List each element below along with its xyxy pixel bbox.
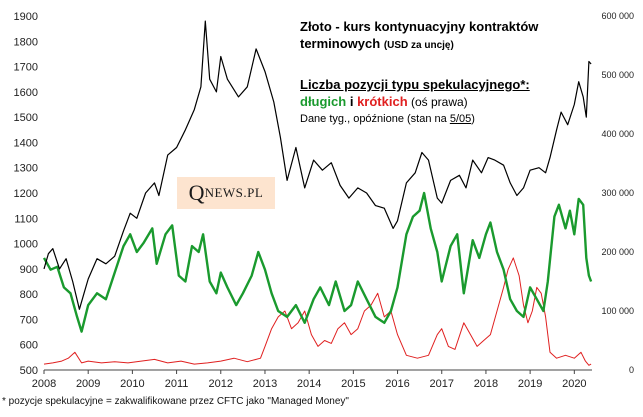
logo-letter: Q [188,180,205,205]
y-right-tick-label: 400 000 [601,129,634,139]
x-tick-label: 2015 [341,378,365,390]
legend-axis-note: (oś prawa) [407,95,468,109]
y-left-tick-label: 1900 [14,11,38,23]
data-note: Dane tyg., opóźnione (stan na 5/05) [300,113,600,125]
y-left-tick-label: 900 [20,264,38,276]
x-tick-label: 2016 [385,378,409,390]
x-tick-label: 2011 [165,378,189,390]
legend-short-label: krótkich [357,94,408,109]
legend-connector: i [346,94,358,109]
data-note-suffix: ) [471,113,475,125]
chart-title-main: Złoto - kurs kontynuacyjny kontraktów te… [300,19,539,51]
x-tick-label: 2017 [429,378,453,390]
x-tick-label: 2009 [76,378,100,390]
x-tick-label: 2019 [518,378,542,390]
y-left-tick-label: 1800 [14,36,38,48]
long-positions-line [42,191,593,333]
price-series-line [43,20,592,310]
short-positions-line [43,257,592,366]
positions-legend: Liczba pozycji typu spekulacyjnego*: dłu… [300,76,600,111]
series-lines [42,20,593,366]
y-left-tick-label: 1600 [14,87,38,99]
right-axis-ticks: 0 100 000 200 000 300 000 400 000 500 000 600 … [601,11,634,375]
positions-title: Liczba pozycji typu spekulacyjnego*: [300,77,530,92]
y-left-tick-label: 1000 [14,239,38,251]
y-left-tick-label: 1400 [14,137,38,149]
x-tick-label: 2012 [209,378,233,390]
y-left-tick-label: 700 [20,314,38,326]
y-right-tick-label: 300 000 [601,188,634,198]
y-right-tick-label: 200 000 [601,247,634,257]
y-left-tick-label: 500 [20,365,38,377]
y-right-tick-label: 600 000 [601,11,634,21]
x-tick-label: 2013 [253,378,277,390]
y-right-tick-label: 0 [629,365,634,375]
data-note-date: 5/05 [449,113,472,125]
x-tick-label: 2020 [562,378,586,390]
x-tick-label: 2008 [32,378,56,390]
x-tick-label: 2014 [297,378,321,390]
x-tick-label: 2010 [120,378,144,390]
x-axis-ticks: 2008 2009 2010 2011 2012 2013 2014 2015 2016 2017… [32,370,587,390]
chart-title: Złoto - kurs kontynuacyjny kontraktów te… [300,18,550,54]
y-left-tick-label: 1500 [14,112,38,124]
y-right-tick-label: 100 000 [601,306,634,316]
y-left-tick-label: 1700 [14,62,38,74]
data-note-prefix: Dane tyg., opóźnione (stan na [300,113,450,125]
y-left-tick-label: 1100 [14,213,38,225]
x-tick-label: 2018 [474,378,498,390]
chart-title-unit: (USD za uncję) [383,40,454,51]
left-axis-ticks: 500 600 700 800 900 1000 1100 1200 1300 1400 1500 1… [14,11,38,377]
logo-text: NEWS.PL [204,185,264,200]
footnote: * pozycje spekulacyjne = zakwalifikowane… [2,396,349,407]
y-right-tick-label: 500 000 [601,70,634,80]
y-left-tick-label: 800 [20,289,38,301]
y-left-tick-label: 1200 [14,188,38,200]
qnews-logo: Q NEWS.PL [177,177,275,209]
y-left-tick-label: 600 [20,340,38,352]
y-left-tick-label: 1300 [14,163,38,175]
legend-long-label: długich [300,94,347,109]
